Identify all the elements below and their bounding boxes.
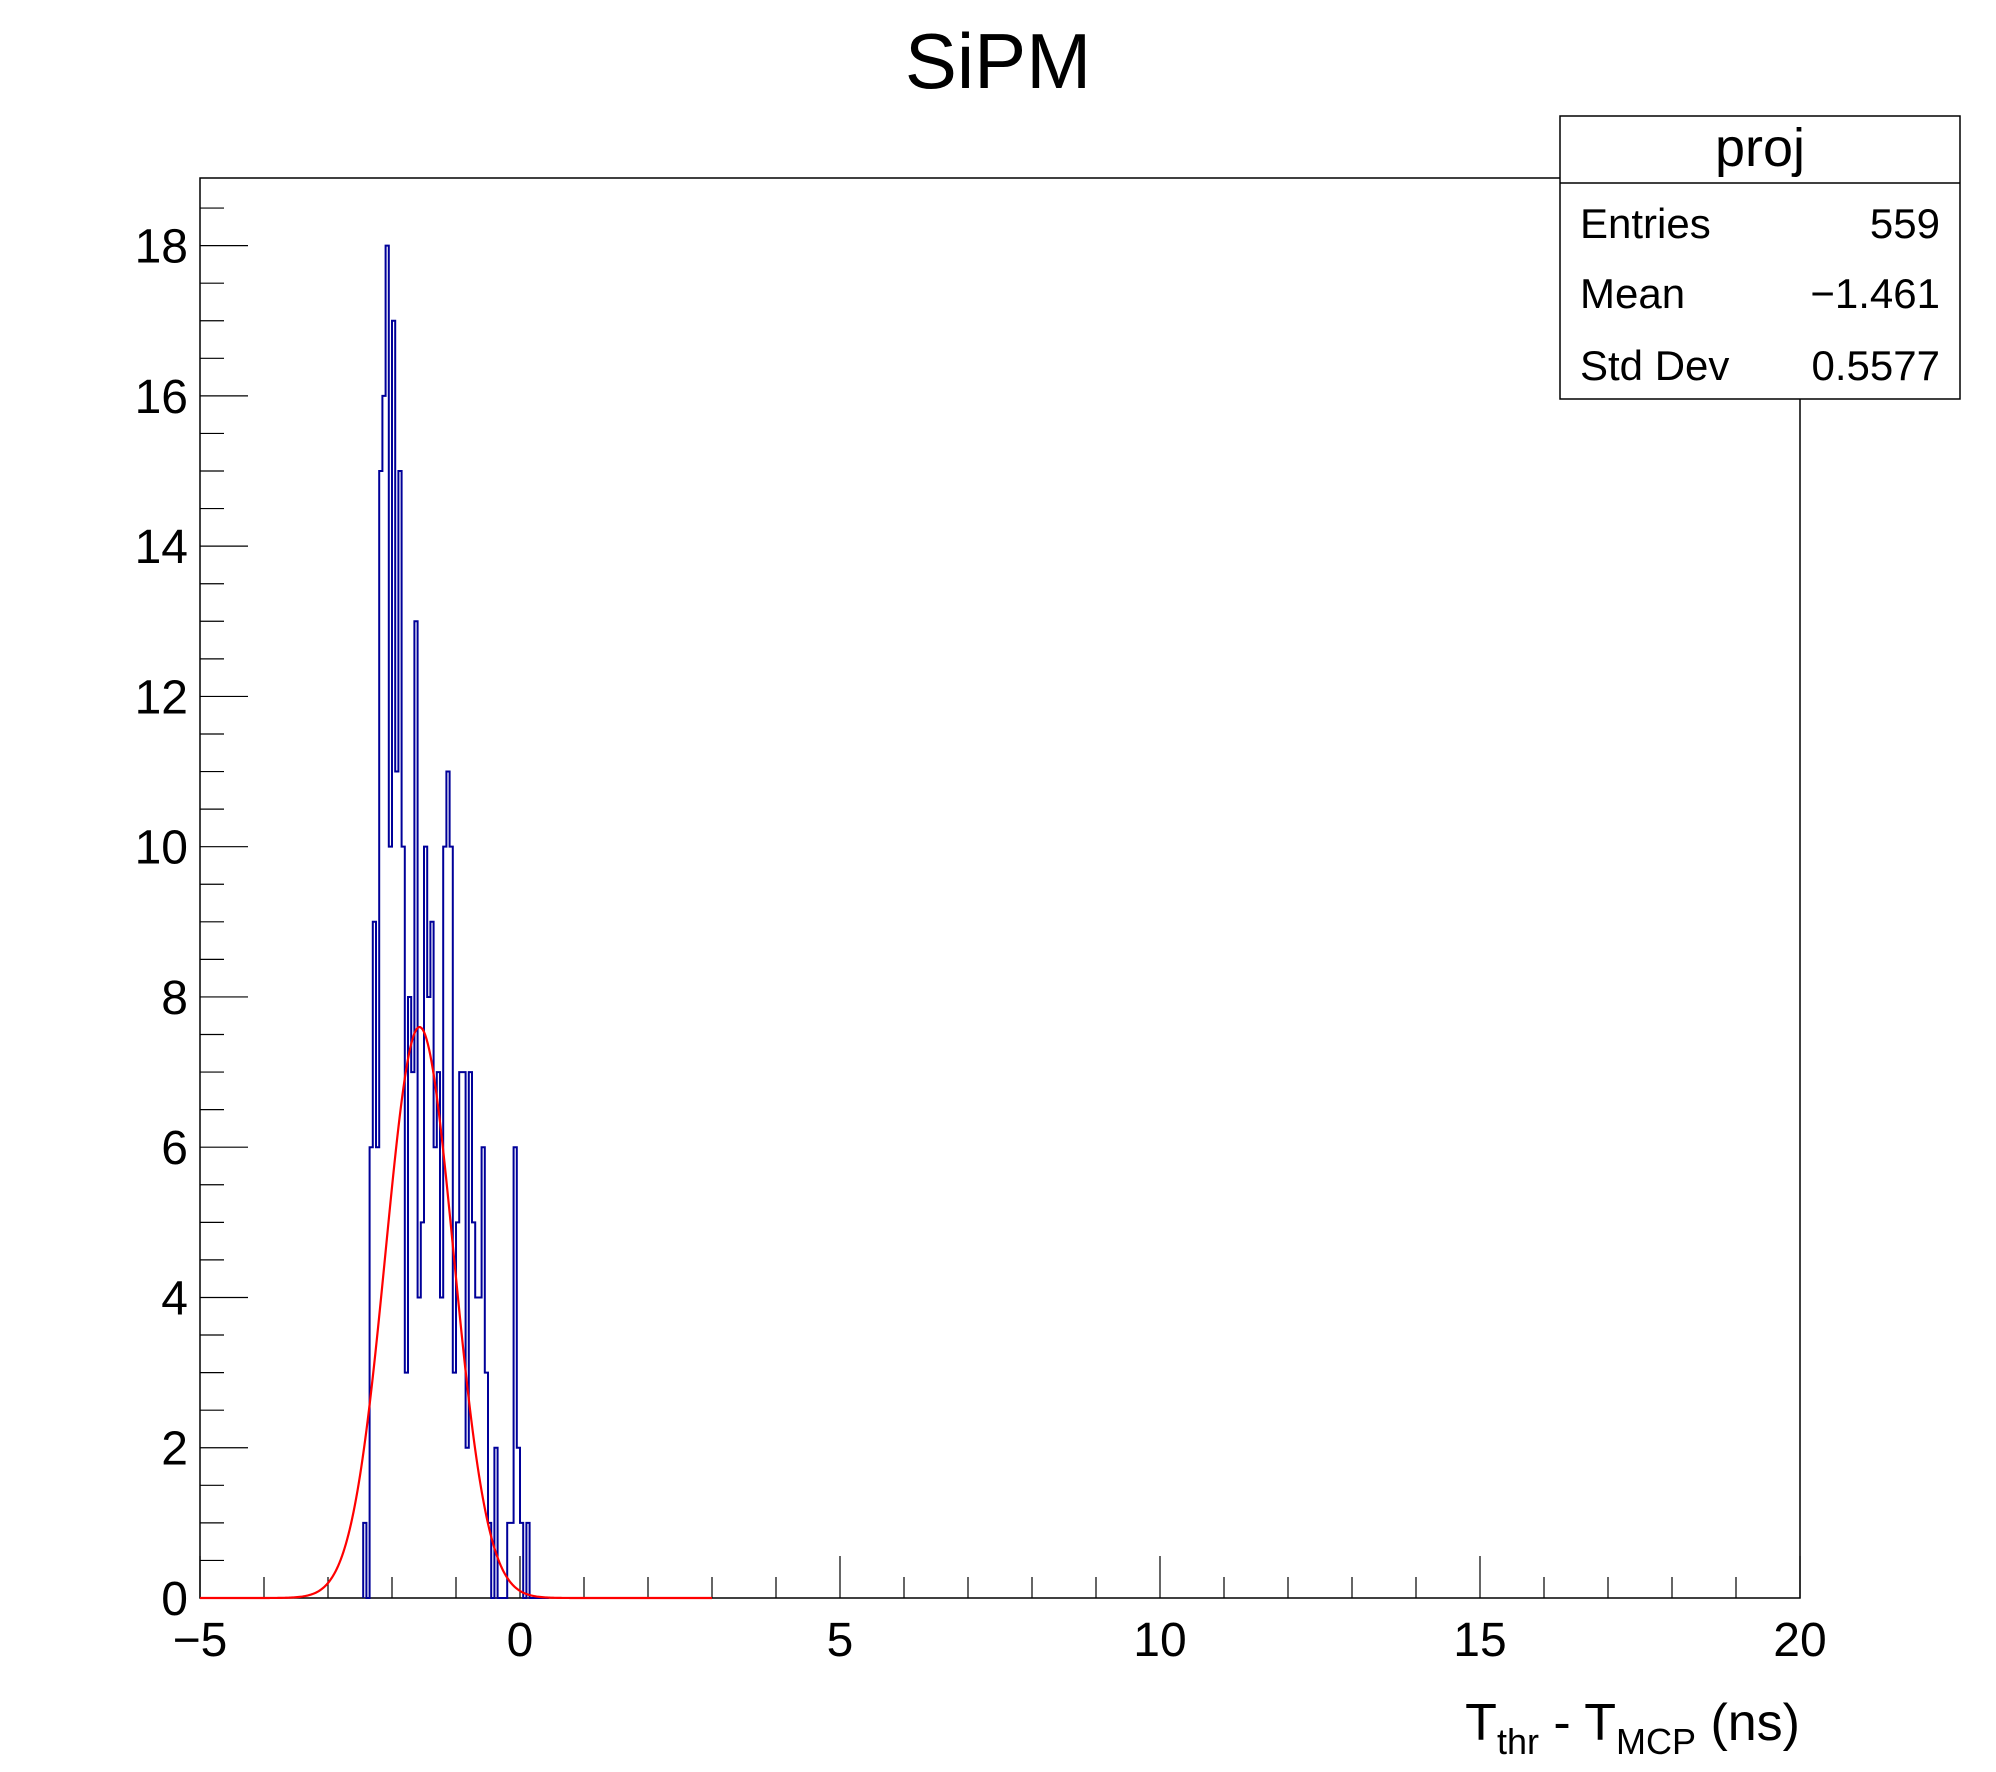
y-tick-label: 14: [135, 521, 188, 574]
fit-curve-series: [200, 1026, 712, 1600]
plot-frame: [199, 177, 1801, 1599]
histogram-bin: [453, 1373, 456, 1598]
histogram-bin: [418, 1297, 421, 1598]
x-tick-label: 10: [1133, 1614, 1186, 1667]
x-tick-label: 0: [507, 1614, 534, 1667]
x-axis-tick-labels: −5 0 5 10 15 20: [173, 1614, 1827, 1667]
y-axis-tick-labels: 0 2 4 6 8 10 12 14 16 18: [135, 221, 188, 1626]
histogram-bin: [411, 1072, 414, 1598]
stats-mean-label: Mean: [1580, 270, 1685, 317]
gaussian-fit-line: [200, 1026, 712, 1600]
stats-box-frame: [1559, 115, 1961, 400]
y-tick-label: 16: [135, 371, 188, 424]
stats-stddev-value: 0.5577: [1812, 342, 1940, 389]
x-axis-title-tail: (ns): [1696, 1694, 1800, 1752]
y-tick-label: 2: [161, 1423, 188, 1476]
x-tick-label: 20: [1773, 1614, 1826, 1667]
x-axis-title-sub1: thr: [1497, 1721, 1539, 1762]
y-tick-label: 8: [161, 972, 188, 1025]
y-tick-label: 6: [161, 1122, 188, 1175]
histogram-bin: [440, 1297, 443, 1598]
chart-title: SiPM: [905, 17, 1091, 105]
x-axis-title: Tthr - TMCP (ns): [1465, 1694, 1800, 1762]
histogram-bin: [395, 772, 398, 1598]
y-tick-label: 0: [161, 1573, 188, 1626]
x-axis-ticks: [199, 1556, 1801, 1598]
histogram-bin: [376, 1147, 379, 1598]
histogram-bin: [434, 1147, 437, 1598]
x-tick-label: −5: [173, 1614, 228, 1667]
histogram-bin: [478, 1297, 481, 1598]
x-axis-title-t1: T: [1465, 1694, 1497, 1752]
y-tick-label: 12: [135, 671, 188, 724]
x-axis-title-sub2: MCP: [1616, 1721, 1696, 1762]
y-tick-label: 10: [135, 822, 188, 875]
histogram-bin: [382, 396, 385, 1598]
stats-box-title: proj: [1715, 118, 1805, 178]
histogram-bin: [466, 1448, 469, 1598]
y-tick-label: 4: [161, 1272, 188, 1325]
stats-stddev-label: Std Dev: [1580, 342, 1729, 389]
histogram-bin: [405, 1373, 408, 1598]
histogram-series: [362, 244, 549, 1599]
stats-entries-value: 559: [1870, 200, 1940, 247]
x-tick-label: 5: [827, 1614, 854, 1667]
stats-mean-value: −1.461: [1810, 270, 1940, 317]
x-tick-label: 15: [1453, 1614, 1506, 1667]
y-axis-ticks: [200, 207, 248, 1599]
histogram-bin: [427, 997, 430, 1598]
stats-box: proj Entries 559 Mean −1.461 Std Dev 0.5…: [1559, 115, 1961, 400]
y-tick-label: 18: [135, 221, 188, 274]
histogram-step-line: [362, 244, 549, 1599]
x-axis-title-mid: - T: [1539, 1694, 1616, 1752]
stats-entries-label: Entries: [1580, 200, 1711, 247]
